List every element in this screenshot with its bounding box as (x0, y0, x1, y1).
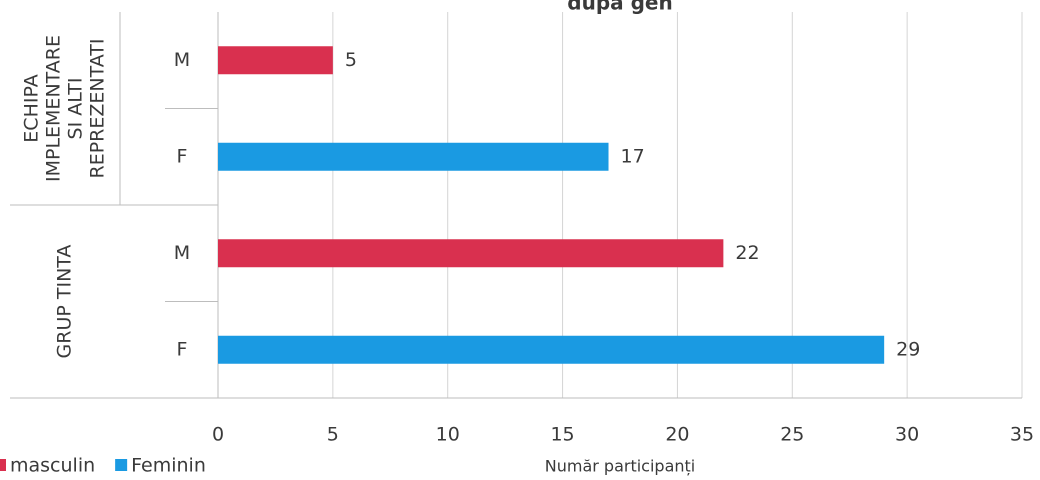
group-label: ECHIPA (21, 74, 43, 142)
x-tick-label: 10 (436, 424, 460, 446)
x-tick-label: 25 (780, 424, 804, 446)
group-label: SI ALTI (65, 78, 87, 140)
x-tick-label: 30 (895, 424, 919, 446)
group-label: GRUP TINTA (54, 245, 76, 359)
x-axis-label: Număr participanți (545, 457, 695, 476)
data-label: 5 (345, 49, 357, 71)
x-tick-label: 35 (1010, 424, 1034, 446)
data-label: 22 (735, 242, 759, 264)
bar (218, 335, 885, 364)
legend-label: Feminin (131, 455, 206, 477)
y-tick-label: F (177, 338, 188, 360)
legend-swatch (0, 459, 6, 471)
group-label: IMPLEMENTARE (43, 35, 65, 182)
bar (218, 142, 609, 171)
group-label: REPREZENTATI (87, 39, 109, 179)
y-tick-label: M (174, 49, 190, 71)
x-tick-label: 20 (665, 424, 689, 446)
chart-title: dupa gen (567, 0, 672, 15)
y-tick-label: M (174, 242, 190, 264)
x-tick-label: 15 (550, 424, 574, 446)
x-tick-label: 0 (212, 424, 224, 446)
bar (218, 46, 333, 75)
data-label: 17 (621, 145, 645, 167)
legend-swatch (115, 459, 128, 471)
x-tick-label: 5 (327, 424, 339, 446)
data-label: 29 (896, 338, 920, 360)
y-tick-label: F (177, 145, 188, 167)
legend-label: masculin (10, 455, 95, 477)
bar (218, 239, 724, 268)
